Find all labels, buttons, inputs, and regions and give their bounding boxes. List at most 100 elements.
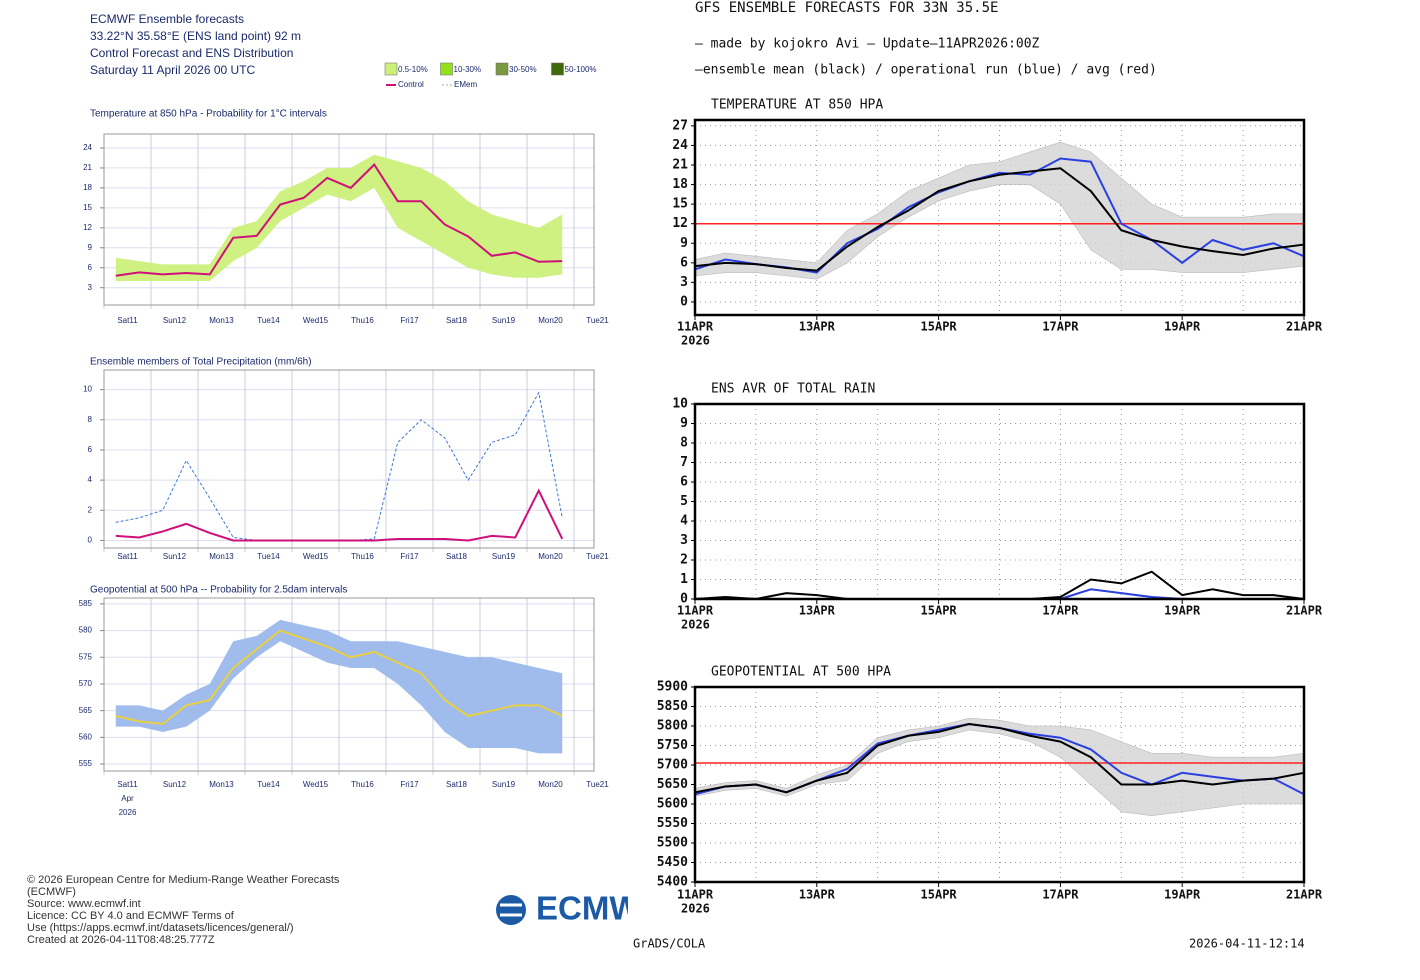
series-line: [115, 629, 563, 726]
copyright-line: Use (https://apps.ecmwf.int/datasets/lic…: [27, 922, 294, 934]
legend-label: 50-100%: [565, 65, 597, 74]
x-tick-label: Sun12: [163, 316, 187, 325]
chart-title: Ensemble members of Total Precipitation …: [90, 357, 312, 368]
year-label: 2026: [119, 808, 137, 817]
copyright-line: © 2026 European Centre for Medium-Range …: [27, 874, 340, 886]
y-tick-label: 4: [88, 475, 93, 484]
y-tick-label: 3: [680, 533, 688, 548]
x-tick-label: 17APR: [1042, 604, 1079, 618]
y-tick-label: 10: [672, 397, 688, 412]
x-tick-label: Wed15: [303, 316, 329, 325]
legend-swatch: [440, 62, 453, 76]
x-tick-label: Tue14: [257, 316, 280, 325]
x-tick-label: 17APR: [1042, 888, 1079, 902]
y-tick-label: 585: [79, 599, 93, 608]
y-tick-label: 3: [680, 275, 688, 290]
y-tick-label: 12: [672, 216, 688, 231]
x-tick-label: 11APR: [677, 888, 714, 902]
y-tick-label: 5800: [657, 719, 688, 734]
y-tick-label: 21: [83, 163, 92, 172]
x-tick-label: 17APR: [1042, 320, 1079, 334]
x-tick-label: Sat18: [446, 780, 467, 789]
legend-swatch: [384, 62, 398, 76]
chart-title: TEMPERATURE AT 850 HPA: [711, 98, 883, 113]
y-tick-label: 8: [680, 436, 688, 451]
x-tick-label: Sat11: [117, 780, 138, 789]
y-tick-label: 21: [672, 158, 688, 173]
copyright-line: Source: www.ecmwf.int: [27, 898, 141, 910]
y-tick-label: 6: [680, 475, 688, 490]
plot-frame: [693, 685, 1306, 884]
y-tick-label: 5500: [657, 836, 688, 851]
x-tick-label: Thu16: [351, 780, 374, 789]
x-tick-label: Tue21: [586, 780, 609, 789]
x-tick-label: 21APR: [1286, 604, 1323, 618]
x-tick-label: 11APR: [677, 320, 714, 334]
y-tick-label: 5650: [657, 777, 688, 792]
y-tick-label: 5: [680, 494, 688, 509]
year-label: 2026: [681, 902, 710, 916]
x-tick-label: 19APR: [1164, 604, 1201, 618]
x-tick-label: Sat11: [117, 316, 138, 325]
y-tick-label: 5600: [657, 797, 688, 812]
y-tick-label: 5700: [657, 758, 688, 773]
x-tick-label: Mon20: [538, 780, 563, 789]
month-label: Apr: [121, 794, 134, 803]
y-tick-label: 7: [680, 455, 688, 470]
x-tick-label: 15APR: [921, 888, 958, 902]
y-tick-label: 0: [680, 592, 688, 607]
series-line: [694, 167, 1305, 272]
y-tick-label: 18: [672, 177, 688, 192]
series-line: [694, 723, 1305, 794]
x-tick-label: Sun19: [492, 316, 516, 325]
x-tick-label: Mon13: [209, 552, 234, 561]
y-tick-label: 0: [680, 294, 688, 309]
x-tick-label: 21APR: [1286, 320, 1323, 334]
y-tick-label: 5900: [657, 680, 688, 695]
y-tick-label: 575: [79, 652, 93, 661]
y-tick-label: 6: [88, 263, 93, 272]
y-tick-label: 580: [79, 626, 93, 635]
legend-label: 0.5-10%: [398, 65, 428, 74]
plot-frame: [103, 597, 595, 772]
legend-label: Control: [398, 80, 424, 89]
x-tick-label: Sun12: [163, 780, 187, 789]
x-tick-label: Fri17: [400, 780, 419, 789]
y-tick-label: 2: [680, 553, 688, 568]
copyright-line: (ECMWF): [27, 886, 76, 898]
x-tick-label: Sat11: [117, 552, 138, 561]
x-tick-label: Thu16: [351, 316, 374, 325]
y-tick-label: 565: [79, 706, 93, 715]
ensemble-band: [115, 154, 563, 282]
y-tick-label: 9: [680, 236, 688, 251]
x-tick-label: Wed15: [303, 780, 329, 789]
x-tick-label: Mon13: [209, 780, 234, 789]
grads-label: GrADS/COLA: [633, 937, 706, 951]
x-tick-label: Mon13: [209, 316, 234, 325]
x-tick-label: Tue21: [586, 552, 609, 561]
series-line: [115, 163, 563, 277]
y-tick-label: 9: [680, 416, 688, 431]
legend-swatch: [495, 62, 509, 76]
plot-frame: [103, 369, 595, 549]
y-tick-label: 6: [680, 255, 688, 270]
y-tick-label: 24: [83, 143, 92, 152]
y-tick-label: 8: [88, 415, 93, 424]
year-label: 2026: [681, 334, 710, 348]
y-tick-label: 5850: [657, 699, 688, 714]
y-tick-label: 10: [83, 385, 92, 394]
x-tick-label: Fri17: [400, 552, 419, 561]
x-tick-label: 19APR: [1164, 320, 1201, 334]
x-tick-label: 21APR: [1286, 888, 1323, 902]
ecmwf-logo: ECMWF: [496, 890, 628, 927]
x-tick-label: Sun19: [492, 552, 516, 561]
header-line: — made by kojokro Avi — Update—11APR2026…: [695, 37, 1040, 52]
y-tick-label: 1: [680, 572, 688, 587]
legend-label: 30-50%: [509, 65, 537, 74]
copyright-line: Licence: CC BY 4.0 and ECMWF Terms of: [27, 910, 235, 922]
y-tick-label: 9: [88, 243, 93, 252]
legend-label: 10-30%: [454, 65, 482, 74]
x-tick-label: Fri17: [400, 316, 419, 325]
chart-title: GEOPOTENTIAL AT 500 HPA: [711, 665, 891, 680]
